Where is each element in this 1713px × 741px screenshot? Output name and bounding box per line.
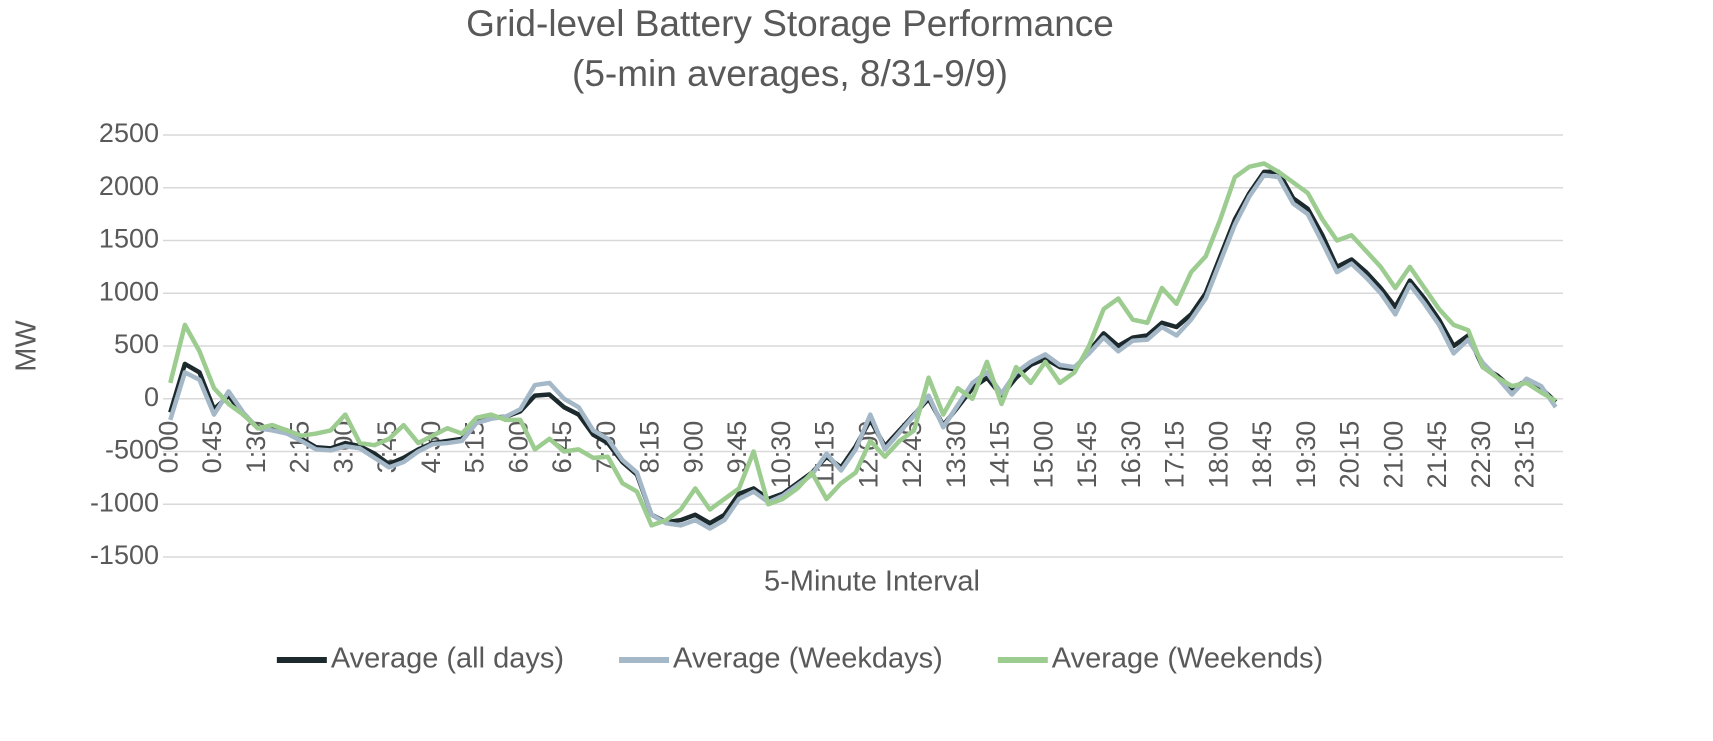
x-tick-label: 10:30 <box>766 421 796 489</box>
legend: Average (all days) Average (Weekdays) Aver… <box>276 643 1323 675</box>
x-tick-label: 21:45 <box>1422 421 1452 489</box>
x-tick-label: 15:45 <box>1072 421 1102 489</box>
series-line <box>168 161 1557 528</box>
y-tick-label: 2000 <box>99 171 159 201</box>
y-tick-label: 1500 <box>99 224 159 254</box>
x-tick-label: 9:00 <box>678 421 708 474</box>
y-axis-title: MW <box>11 320 43 372</box>
y-tick-label: 2500 <box>99 118 159 148</box>
legend-label: Average (Weekends) <box>1052 643 1323 675</box>
x-tick-label: 0:45 <box>197 421 227 474</box>
x-tick-label: 13:30 <box>941 421 971 489</box>
x-tick-label: 14:15 <box>985 421 1015 489</box>
grid: -1500 -1000 -500 0 500 1000 1500 2000 2500 0:00 0:… <box>90 118 1563 570</box>
y-tick-label: -1500 <box>90 540 159 570</box>
y-tick-label: 0 <box>144 382 159 412</box>
legend-item: Average (Weekends) <box>997 643 1323 675</box>
x-tick-label: 6:00 <box>503 421 533 474</box>
x-tick-label: 15:00 <box>1028 421 1058 489</box>
x-tick-label: 17:15 <box>1160 421 1190 489</box>
x-tick-label: 16:30 <box>1116 421 1146 489</box>
x-tick-label: 18:00 <box>1203 421 1233 489</box>
x-tick-label: 7:30 <box>591 421 621 474</box>
y-tick-label: -1000 <box>90 487 159 517</box>
x-tick-label: 18:45 <box>1247 421 1277 489</box>
x-tick-label: 23:15 <box>1510 421 1540 489</box>
x-tick-label: 20:15 <box>1335 421 1365 489</box>
x-tick-label: 21:00 <box>1378 421 1408 489</box>
y-tick-label: 1000 <box>99 276 159 306</box>
plot-area <box>168 161 1558 531</box>
x-tick-label: 22:30 <box>1466 421 1496 489</box>
x-tick-label: 0:00 <box>153 421 183 474</box>
chart-title: Grid-level Battery Storage Performance <box>466 3 1114 44</box>
x-tick-label: 19:30 <box>1291 421 1321 489</box>
legend-label: Average (Weekdays) <box>673 643 943 675</box>
x-axis-title: 5-Minute Interval <box>764 566 980 598</box>
x-tick-label: 8:15 <box>635 421 665 474</box>
series-line <box>168 172 1558 531</box>
legend-item: Average (Weekdays) <box>619 643 943 675</box>
y-tick-label: -500 <box>105 435 159 465</box>
chart-subtitle: (5-min averages, 8/31-9/9) <box>572 53 1008 94</box>
legend-label: Average (all days) <box>331 643 564 675</box>
legend-item: Average (all days) <box>276 643 564 675</box>
y-tick-label: 500 <box>114 329 159 359</box>
